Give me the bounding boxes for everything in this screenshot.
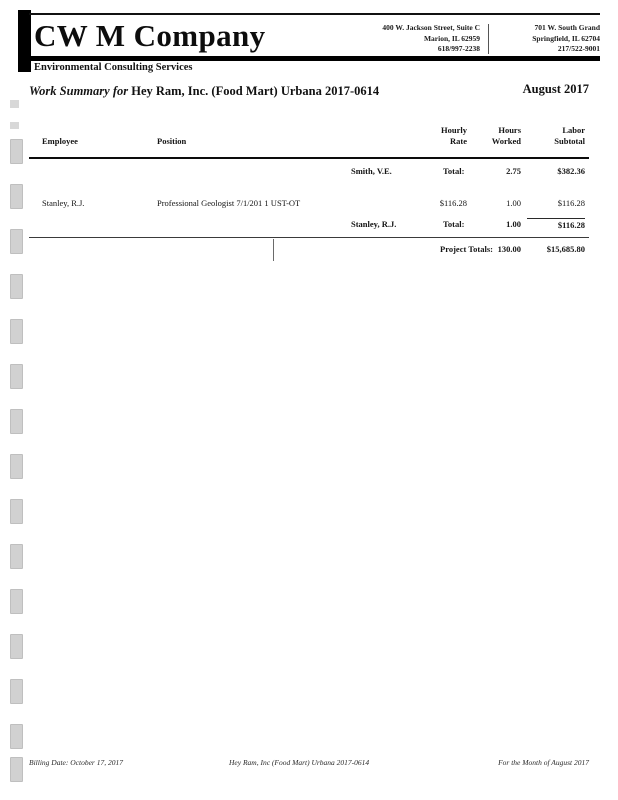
table-row: Stanley, R.J. Total: 1.00 $116.28 xyxy=(29,218,589,231)
table-row: Stanley, R.J. Professional Geologist 7/1… xyxy=(29,197,589,210)
company-tagline: Environmental Consulting Services xyxy=(34,62,193,73)
row-labor-subtotal: $382.36 xyxy=(557,166,585,176)
scan-binder-mark xyxy=(10,724,23,749)
project-totals-row: Project Totals: 130.00 $15,685.80 xyxy=(29,243,589,256)
row-employee-total-name: Smith, V.E. xyxy=(351,166,392,176)
row-employee: Stanley, R.J. xyxy=(42,198,85,208)
title-prefix: Work Summary for xyxy=(29,84,132,98)
scan-binder-mark xyxy=(10,409,23,434)
letterhead-rule-bottom xyxy=(29,56,600,61)
scan-binder-mark xyxy=(10,364,23,389)
letterhead: CW M Company 400 W. Jackson Street, Suit… xyxy=(18,10,600,73)
scan-speck xyxy=(10,100,19,108)
project-totals-hours: 130.00 xyxy=(497,244,521,254)
scan-binder-mark xyxy=(10,499,23,524)
scan-binder-mark xyxy=(10,634,23,659)
row-labor-subtotal: $116.28 xyxy=(557,198,585,208)
project-totals-label: Project Totals: xyxy=(440,244,493,254)
column-header-hourly-rate-line2: Rate xyxy=(450,135,467,146)
row-position: Professional Geologist 7/1/201 1 UST-OT xyxy=(157,198,301,208)
scan-binder-mark xyxy=(10,454,23,479)
scan-binder-mark xyxy=(10,139,23,164)
address-phone: 618/997-2238 xyxy=(437,44,480,53)
project-totals-rule xyxy=(29,237,589,238)
scan-binder-mark xyxy=(10,679,23,704)
column-header-labor-subtotal-line2: Subtotal xyxy=(554,135,585,146)
letterhead-rule-top xyxy=(29,13,600,15)
letterhead-bar xyxy=(18,10,31,72)
address-phone: 217/522-9001 xyxy=(557,44,600,53)
address-line: 400 W. Jackson Street, Suite C xyxy=(382,23,480,32)
company-name: CW M Company xyxy=(34,18,266,53)
address-line: Springfield, IL 62704 xyxy=(532,33,600,43)
scan-binder-mark xyxy=(10,589,23,614)
row-hours-worked: 1.00 xyxy=(506,219,521,229)
table-header-rule xyxy=(29,157,589,159)
row-labor-subtotal: $116.28 xyxy=(527,218,585,232)
title-period: August 2017 xyxy=(522,82,589,96)
column-header-labor-subtotal-line1: Labor xyxy=(562,125,585,135)
scan-binder-mark xyxy=(10,544,23,569)
scan-binder-mark xyxy=(10,229,23,254)
scan-binder-mark xyxy=(10,184,23,209)
footer-month: For the Month of August 2017 xyxy=(498,758,589,767)
column-header-labor-subtotal: Labor Subtotal xyxy=(529,125,585,146)
column-header-hours-worked-line2: Worked xyxy=(491,135,521,146)
page-title: Work Summary for Hey Ram, Inc. (Food Mar… xyxy=(29,82,379,100)
column-header-employee: Employee xyxy=(42,136,78,146)
work-summary-title-row: Work Summary for Hey Ram, Inc. (Food Mar… xyxy=(29,82,589,98)
address-block-marion: 400 W. Jackson Street, Suite C Marion, I… xyxy=(318,23,480,55)
title-project: Hey Ram, Inc. (Food Mart) Urbana 2017-06… xyxy=(131,84,380,98)
row-employee-total-label: Total: xyxy=(443,166,465,176)
scan-binder-mark xyxy=(10,319,23,344)
row-hourly-rate: $116.28 xyxy=(439,198,467,208)
address-line: 701 W. South Grand xyxy=(534,23,600,32)
scan-binder-mark xyxy=(10,757,23,782)
row-hours-worked: 1.00 xyxy=(506,198,521,208)
row-employee-total-name: Stanley, R.J. xyxy=(351,219,397,229)
page-footer: Billing Date: October 17, 2017 Hey Ram, … xyxy=(29,758,589,772)
table-row: Smith, V.E. Total: 2.75 $382.36 xyxy=(29,165,589,178)
column-header-hours-worked: Hours Worked xyxy=(477,125,521,146)
row-employee-total-label: Total: xyxy=(443,219,465,229)
column-header-hourly-rate-line1: Hourly xyxy=(441,125,467,135)
footer-project: Hey Ram, Inc (Food Mart) Urbana 2017-061… xyxy=(229,758,370,767)
scan-binder-mark xyxy=(10,274,23,299)
scan-speck xyxy=(10,122,19,129)
address-block-springfield: 701 W. South Grand Springfield, IL 62704… xyxy=(496,23,600,55)
column-header-hourly-rate: Hourly Rate xyxy=(421,125,467,146)
address-line: Marion, IL 62959 xyxy=(423,33,480,43)
row-hours-worked: 2.75 xyxy=(506,166,521,176)
column-header-position: Position xyxy=(157,136,187,146)
footer-billing-date: Billing Date: October 17, 2017 xyxy=(29,758,123,767)
project-totals-subtotal: $15,685.80 xyxy=(546,244,585,254)
column-header-hours-worked-line1: Hours xyxy=(498,125,521,135)
scan-vertical-line-artifact xyxy=(273,239,274,261)
address-divider xyxy=(488,24,489,54)
